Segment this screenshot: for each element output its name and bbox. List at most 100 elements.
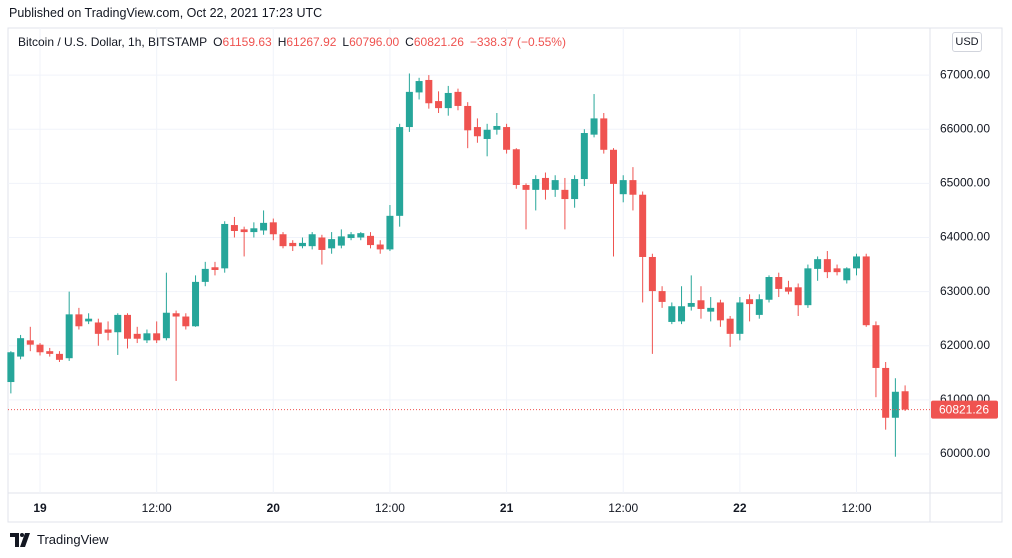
candle-body [201,268,209,282]
candle-body [503,127,511,150]
candle-body [794,287,802,306]
candle-body [853,256,860,269]
brand-logo [10,532,30,547]
y-tick-label: 66000.00 [940,121,990,135]
candle-body [590,118,598,135]
candle-body [240,229,248,233]
ohlc-value: 61159.63 [222,35,272,49]
candle-body [464,105,472,131]
candle-body [114,314,122,333]
legend: Bitcoin / U.S. Dollar, 1h, BITSTAMP O 611… [18,35,572,49]
candle-body [221,223,229,269]
candle-body [707,307,715,312]
candle-body [85,318,93,322]
candle-body [192,281,200,327]
candle-body [580,133,588,180]
candle-body [143,333,151,341]
change: −338.37 (−0.55%) [469,35,566,49]
candle-body [716,302,724,321]
candle-body [133,333,141,339]
candle-body [493,125,501,130]
candle-body [454,91,462,106]
candle-body [26,340,34,345]
candle-body [444,92,452,109]
candle-body [104,329,112,333]
x-tick-label: 22 [733,501,747,515]
x-tick-label: 20 [267,501,281,515]
candle-body [415,81,423,93]
candle-body [269,222,277,235]
candle-body [629,180,637,195]
y-tick-label: 64000.00 [940,230,990,244]
candle-body [746,299,754,305]
currency-button[interactable]: USD [952,32,982,52]
candle-body [668,306,676,322]
candle-body [318,237,326,250]
candle-body [872,325,880,368]
candle-body [891,391,899,418]
candle-body [532,179,540,190]
candle-body [862,256,870,326]
ohlc-value: 60821.26 [413,35,464,49]
candle-body [308,234,316,247]
candle-body [367,235,374,246]
candle-body [541,177,549,190]
candle-body [162,312,170,339]
x-tick-label: 21 [500,501,514,515]
symbol: Bitcoin / U.S. Dollar, 1h, BITSTAMP [18,35,208,49]
x-tick-label: 19 [33,501,47,515]
y-tick-label: 63000.00 [940,284,990,298]
candle-body [36,344,44,353]
candle-body [386,215,394,250]
candle-body [784,287,792,292]
candle-body [435,101,443,109]
candle-body [843,268,851,281]
last-price-badge [931,400,998,419]
candle-body [483,129,491,139]
ohlc-value: 61267.92 [286,35,337,49]
candle-body [678,306,686,322]
candle-body [610,149,617,184]
candle-body [46,351,54,354]
frame [7,27,1003,523]
candle-body [94,322,102,334]
candle-body [600,118,608,150]
candle-body [172,313,180,317]
candle-body [697,300,705,309]
candle-body [124,314,131,339]
candle-body [687,302,695,307]
candle-body [182,316,190,327]
candle-body [279,234,287,247]
candle-body [17,338,25,357]
candle-body [298,242,306,247]
ohlc-key: L [342,35,350,49]
candle-body [561,189,569,200]
brand: TradingView [10,532,109,547]
candle-body [405,91,413,128]
candle-body [260,222,268,231]
candle-body [289,242,297,247]
candle-body [823,259,831,273]
candle-body [833,268,841,273]
candle-body [726,318,734,334]
last-price-label: 60821.26 [939,403,989,417]
candle-body [7,352,15,383]
y-tick-label: 62000.00 [940,338,990,352]
candle-body [55,353,63,360]
candle-body [328,239,336,249]
brand-name: TradingView [37,532,109,547]
candle-body [571,179,579,200]
candle-body [473,127,481,137]
candle-body [250,228,258,233]
candle-body [658,291,666,302]
candle-body [357,233,365,238]
candle-body [551,180,559,190]
candle-body [814,259,822,269]
candle-body [211,267,219,270]
ohlc: O 61159.63 H 61267.92 L 60796.00 C 60821.26 [213,35,470,49]
candle-body [347,234,355,239]
candle-body [153,333,161,341]
y-tick-label: 65000.00 [940,176,990,190]
